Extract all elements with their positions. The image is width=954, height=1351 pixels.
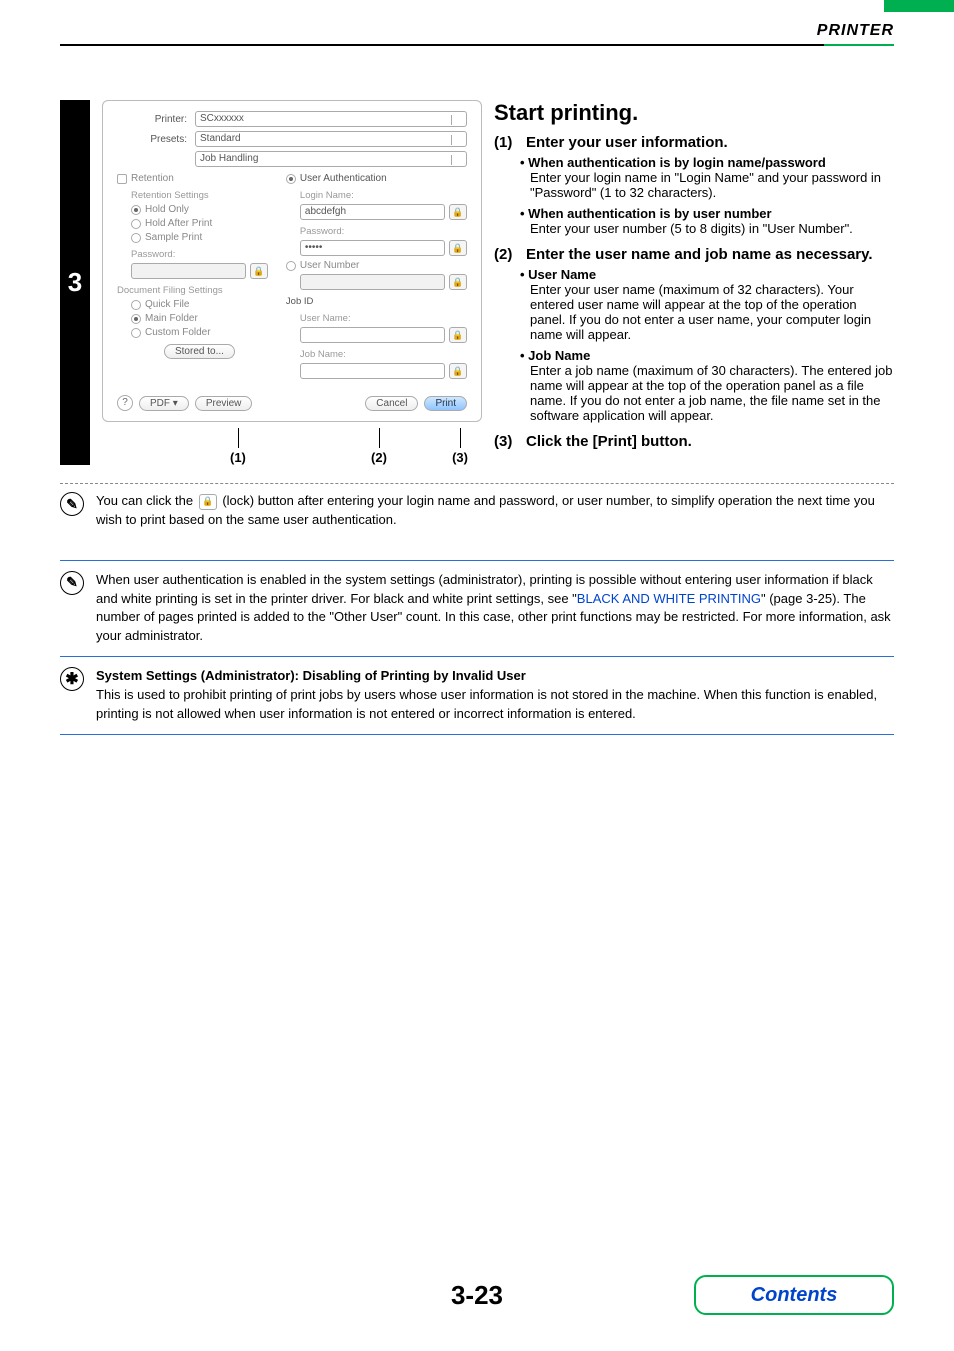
item1-b2-desc: Enter your user number (5 to 8 digits) i…: [530, 221, 894, 236]
note-2: ✎ When user authentication is enabled in…: [60, 560, 894, 657]
retention-label: Retention: [131, 173, 174, 184]
right-password-label: Password:: [300, 226, 467, 237]
lock-icon[interactable]: 🔒: [449, 274, 467, 290]
hold-after-label: Hold After Print: [145, 218, 212, 229]
retention-settings-label: Retention Settings: [117, 190, 268, 201]
lock-icon[interactable]: 🔒: [449, 363, 467, 379]
note3-title: System Settings (Administrator): Disabli…: [96, 668, 526, 683]
print-button[interactable]: Print: [424, 396, 467, 411]
item2-b2-desc: Enter a job name (maximum of 30 characte…: [530, 363, 894, 423]
hold-after-radio[interactable]: [131, 219, 141, 229]
note-1-text: You can click the 🔒 (lock) button after …: [96, 492, 894, 530]
callout-row: (1) (2) (3): [102, 428, 482, 465]
dialog-left-column: Retention Retention Settings Hold Only H…: [117, 173, 268, 383]
dashed-separator: [60, 483, 894, 484]
item1-title: Enter your user information.: [526, 134, 728, 151]
page-header: PRINTER: [60, 22, 894, 46]
help-icon[interactable]: ?: [117, 395, 133, 411]
item1-b1-desc: Enter your login name in "Login Name" an…: [530, 170, 894, 200]
item1-num: (1): [494, 134, 520, 151]
user-name-input[interactable]: [300, 327, 445, 343]
right-password-input[interactable]: •••••: [300, 240, 445, 256]
item2-title: Enter the user name and job name as nece…: [526, 246, 873, 263]
presets-select[interactable]: Standard: [195, 131, 467, 147]
step-number-badge: 3: [60, 100, 90, 465]
doc-filing-label: Document Filing Settings: [117, 285, 268, 296]
custom-folder-label: Custom Folder: [145, 327, 211, 338]
item2-num: (2): [494, 246, 520, 263]
user-number-radio[interactable]: [286, 261, 296, 271]
pdf-button[interactable]: PDF ▾: [139, 396, 189, 411]
printer-label: Printer:: [117, 114, 195, 125]
hold-only-label: Hold Only: [145, 204, 189, 215]
dialog-right-column: User Authentication Login Name: abcdefgh…: [286, 173, 467, 383]
lock-icon[interactable]: 🔒: [449, 327, 467, 343]
callout-1: (1): [230, 428, 246, 465]
stored-to-button[interactable]: Stored to...: [164, 344, 235, 359]
callout-2: (2): [371, 428, 387, 465]
lock-icon[interactable]: 🔒: [250, 263, 268, 279]
preview-button[interactable]: Preview: [195, 396, 253, 411]
dialog-mock-column: Printer: SCxxxxxx Presets: Standard Job …: [102, 100, 482, 465]
printer-select[interactable]: SCxxxxxx: [195, 111, 467, 127]
instructions-title: Start printing.: [494, 100, 894, 126]
lock-icon: 🔒: [199, 494, 217, 510]
header-underline: [60, 44, 894, 46]
job-name-input[interactable]: [300, 363, 445, 379]
header-title: PRINTER: [60, 22, 894, 40]
login-name-label: Login Name:: [300, 190, 467, 201]
step-row: 3 Printer: SCxxxxxx Presets: Standard Jo…: [60, 100, 894, 465]
left-password-input[interactable]: [131, 263, 246, 279]
instructions-column: Start printing. (1) Enter your user info…: [494, 100, 894, 465]
item3-num: (3): [494, 433, 520, 450]
user-auth-radio[interactable]: [286, 174, 296, 184]
item2-b1-title: User Name: [528, 267, 596, 282]
retention-checkbox[interactable]: [117, 174, 127, 184]
quick-file-label: Quick File: [145, 299, 189, 310]
gear-note-icon: ✱: [60, 667, 84, 691]
presets-label: Presets:: [117, 134, 195, 145]
job-name-label: Job Name:: [300, 349, 467, 360]
sample-print-label: Sample Print: [145, 232, 202, 243]
job-id-label: Job ID: [286, 296, 467, 307]
note-1: ✎ You can click the 🔒 (lock) button afte…: [60, 492, 894, 530]
bw-printing-link[interactable]: BLACK AND WHITE PRINTING: [577, 591, 761, 606]
print-dialog-mock: Printer: SCxxxxxx Presets: Standard Job …: [102, 100, 482, 422]
main-folder-radio[interactable]: [131, 314, 141, 324]
sample-print-radio[interactable]: [131, 233, 141, 243]
item3-title: Click the [Print] button.: [526, 433, 692, 450]
custom-folder-radio[interactable]: [131, 328, 141, 338]
contents-button[interactable]: Contents: [694, 1275, 894, 1315]
note-3: ✱ System Settings (Administrator): Disab…: [60, 657, 894, 735]
hold-only-radio[interactable]: [131, 205, 141, 215]
callout-3: (3): [452, 428, 468, 465]
main-folder-label: Main Folder: [145, 313, 198, 324]
pencil-note-icon: ✎: [60, 492, 84, 516]
user-number-input[interactable]: [300, 274, 445, 290]
note-2-text: When user authentication is enabled in t…: [96, 571, 894, 646]
user-name-label: User Name:: [300, 313, 467, 324]
left-password-label: Password:: [131, 249, 268, 260]
pencil-note-icon: ✎: [60, 571, 84, 595]
note-3-text: System Settings (Administrator): Disabli…: [96, 667, 894, 724]
note1-a: You can click the: [96, 493, 197, 508]
note3-body: This is used to prohibit printing of pri…: [96, 687, 877, 721]
top-green-stripe: [884, 0, 954, 12]
user-auth-label: User Authentication: [300, 173, 387, 184]
item2-b1-desc: Enter your user name (maximum of 32 char…: [530, 282, 894, 342]
item1-b2-title: When authentication is by user number: [528, 206, 771, 221]
lock-icon[interactable]: 🔒: [449, 240, 467, 256]
lock-icon[interactable]: 🔒: [449, 204, 467, 220]
cancel-button[interactable]: Cancel: [365, 396, 418, 411]
content-area: 3 Printer: SCxxxxxx Presets: Standard Jo…: [60, 100, 894, 1251]
user-number-label: User Number: [300, 260, 359, 271]
tab-select[interactable]: Job Handling: [195, 151, 467, 167]
item1-b1-title: When authentication is by login name/pas…: [528, 155, 826, 170]
login-name-input[interactable]: abcdefgh: [300, 204, 445, 220]
item2-b2-title: Job Name: [528, 348, 590, 363]
quick-file-radio[interactable]: [131, 300, 141, 310]
